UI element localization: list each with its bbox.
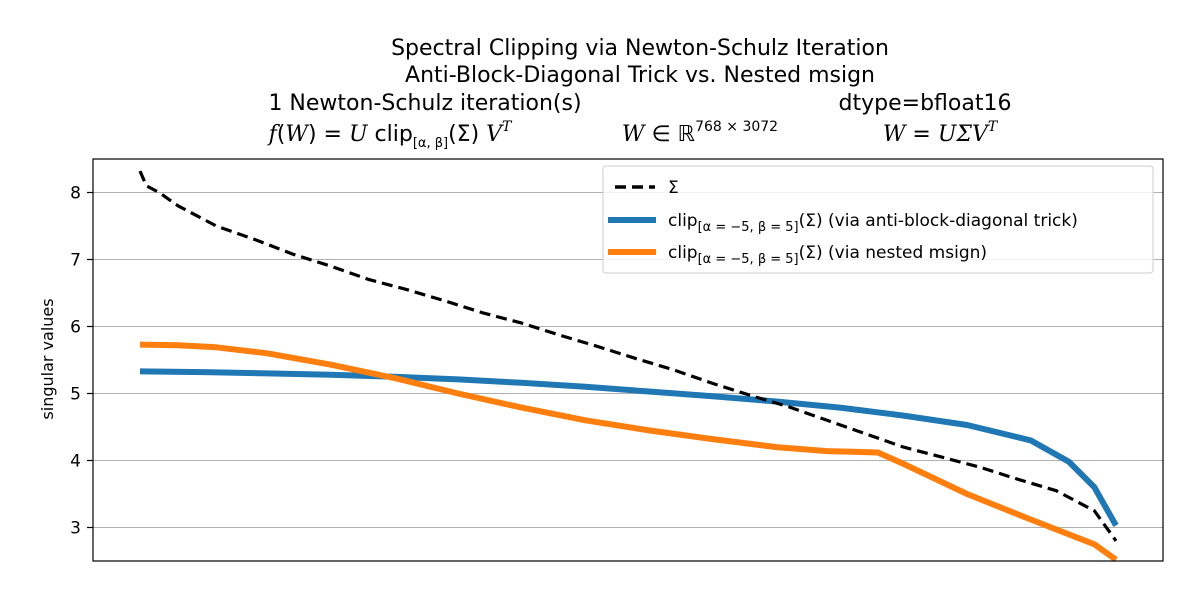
legend-box: [602, 165, 1154, 274]
y-tick-label-6: 6: [70, 318, 81, 338]
y-axis-label: singular values: [38, 298, 57, 419]
series-sigma: [138, 170, 1118, 542]
series-nested-msign: [139, 341, 1118, 563]
y-tick-label-8: 8: [70, 184, 81, 204]
series-anti-block-diagonal: [139, 368, 1119, 527]
iterations-label: 1 Newton-Schulz iteration(s): [268, 91, 581, 116]
plot-frame: [92, 158, 1164, 562]
clip-formula: f(W) = U clip[α, β](Σ) VT: [267, 119, 513, 151]
legend-label-nested: clip[α = −5, β = 5](Σ) (via nested msign…: [668, 243, 987, 267]
shape-formula: W ∈ ℝ768 × 3072: [622, 119, 778, 147]
y-tick-label-3: 3: [70, 519, 81, 539]
svd-formula: W = UΣVT: [883, 119, 999, 147]
title-group: Spectral Clipping via Newton-Schulz Iter…: [267, 36, 1012, 151]
y-tick-label-4: 4: [70, 452, 81, 472]
legend-label-anti-block: clip[α = −5, β = 5](Σ) (via anti-block-d…: [668, 211, 1078, 235]
legend: Σ clip[α = −5, β = 5](Σ) (via anti-block…: [602, 165, 1154, 274]
chart-title-line-2: Anti-Block-Diagonal Trick vs. Nested msi…: [405, 63, 875, 88]
dtype-label: dtype=bfloat16: [839, 91, 1012, 116]
y-tick-label-5: 5: [70, 385, 81, 405]
y-axis: 3 4 5 6 7 8: [70, 184, 93, 539]
chart-title-line-1: Spectral Clipping via Newton-Schulz Iter…: [391, 36, 889, 61]
series-layer: [138, 170, 1119, 563]
y-tick-label-7: 7: [70, 251, 81, 271]
legend-label-sigma: Σ: [668, 178, 679, 198]
